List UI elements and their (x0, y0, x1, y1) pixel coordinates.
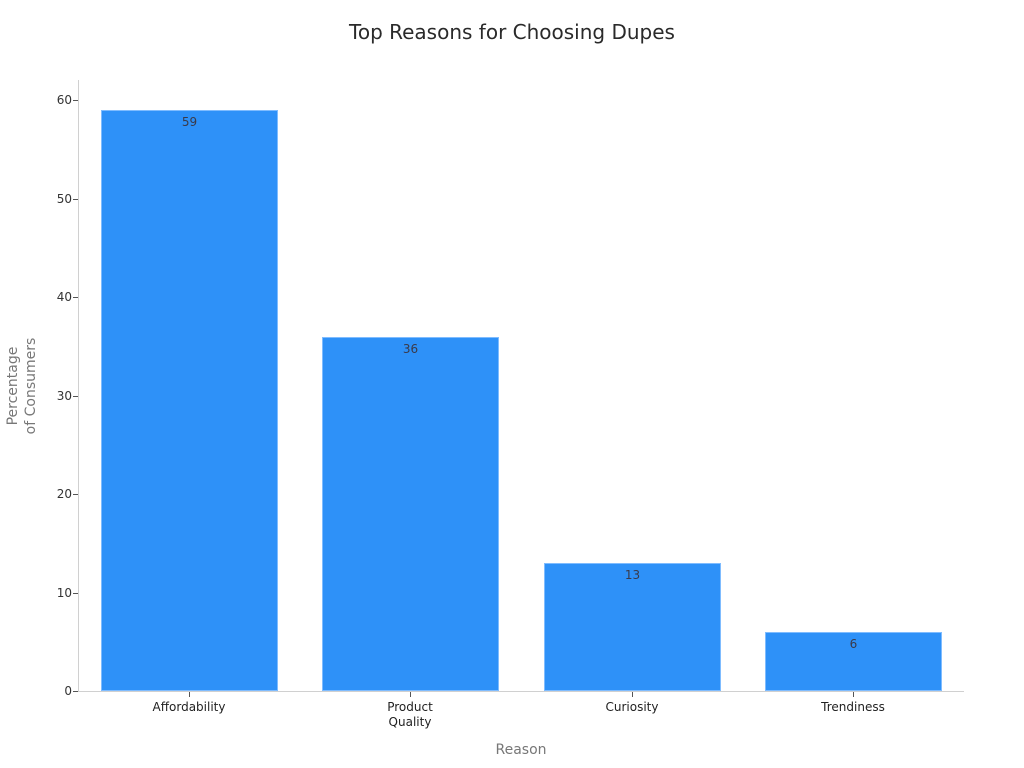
bar-curiosity: 13 (544, 563, 721, 691)
x-tick-mark (853, 692, 854, 697)
bar-value-label: 6 (849, 637, 858, 651)
x-tick-affordability: Affordability (152, 700, 226, 714)
x-axis-line (78, 691, 964, 692)
y-tick-40: 40 (56, 290, 72, 304)
bar-product-quality: 36 (322, 337, 499, 691)
bar-value-label: 13 (624, 568, 641, 582)
y-tick-0: 0 (64, 684, 72, 698)
bar-affordability: 59 (101, 110, 278, 691)
y-tick-50: 50 (56, 192, 72, 206)
x-tick-mark (189, 692, 190, 697)
y-tick-mark (73, 199, 78, 200)
bar-trendiness: 6 (765, 632, 942, 691)
y-tick-mark (73, 297, 78, 298)
chart-title: Top Reasons for Choosing Dupes (349, 20, 675, 44)
y-tick-30: 30 (56, 389, 72, 403)
y-tick-mark (73, 593, 78, 594)
y-tick-mark (73, 494, 78, 495)
y-tick-60: 60 (56, 93, 72, 107)
y-tick-mark (73, 691, 78, 692)
bar-value-label: 36 (402, 342, 419, 356)
y-tick-20: 20 (56, 487, 72, 501)
x-tick-curiosity: Curiosity (605, 700, 659, 714)
y-axis-line (78, 80, 79, 692)
x-tick-product-quality: Product Quality (387, 700, 433, 729)
y-tick-10: 10 (56, 586, 72, 600)
bar-value-label: 59 (181, 115, 198, 129)
y-axis-title: Percentage of Consumers (5, 337, 39, 435)
x-axis-title: Reason (495, 742, 547, 758)
x-tick-trendiness: Trendiness (821, 700, 885, 714)
x-tick-mark (632, 692, 633, 697)
y-tick-mark (73, 100, 78, 101)
x-tick-mark (410, 692, 411, 697)
y-tick-mark (73, 396, 78, 397)
